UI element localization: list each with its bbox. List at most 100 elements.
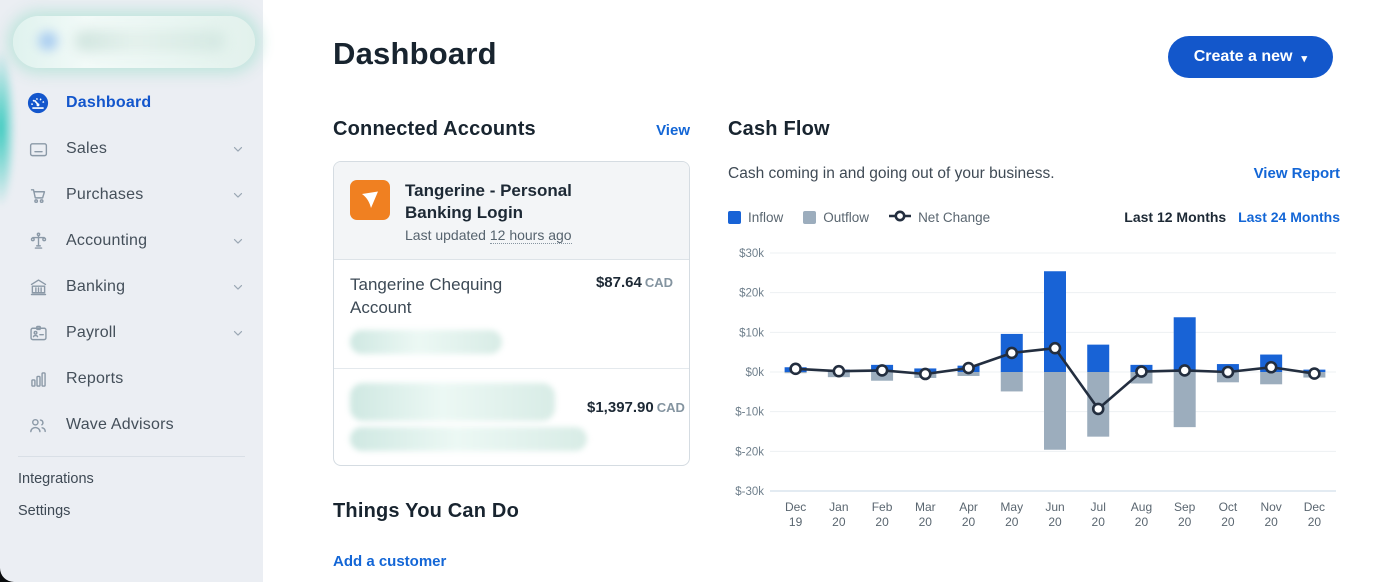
- chevron-down-icon: [231, 280, 245, 294]
- sidebar-item-settings[interactable]: Settings: [18, 503, 71, 519]
- svg-text:$0k: $0k: [745, 367, 764, 379]
- currency-label: CAD: [656, 400, 685, 416]
- redacted-glow: [0, 48, 16, 208]
- sidebar-item-purchases[interactable]: Purchases: [0, 172, 263, 218]
- chart-legend: Inflow Outflow Net Change: [728, 210, 990, 225]
- dashboard-icon: [27, 92, 49, 114]
- sidebar-item-payroll[interactable]: Payroll: [0, 310, 263, 356]
- sidebar-item-dashboard[interactable]: Dashboard: [0, 80, 263, 126]
- sidebar-item-wave-advisors[interactable]: Wave Advisors: [0, 402, 263, 448]
- sidebar-item-label: Wave Advisors: [66, 416, 174, 433]
- sidebar-item-label: Payroll: [66, 324, 117, 341]
- account-number-redacted: [350, 427, 587, 452]
- last-updated-time[interactable]: 12 hours ago: [489, 227, 572, 245]
- period-24-months[interactable]: Last 24 Months: [1238, 209, 1340, 225]
- period-12-months[interactable]: Last 12 Months: [1124, 209, 1227, 225]
- cash-flow-chart: $30k $20k $10k $0k $-10k $-20k $-30k Dec 19 Jan 20…: [735, 248, 1336, 529]
- last-updated-prefix: Last updated: [405, 227, 490, 244]
- accounting-icon: [27, 230, 49, 252]
- cash-flow-section: Cash Flow Cash coming in and going out o…: [728, 118, 1340, 571]
- sidebar-nav: Dashboard Sales Purchases Accounting Ban…: [0, 80, 263, 527]
- account-name-redacted: [350, 383, 555, 422]
- account-list: Tangerine Chequing Account $87.64 CAD $1,3…: [334, 260, 689, 465]
- create-new-button[interactable]: Create a new ▾: [1167, 36, 1333, 78]
- account-number-redacted: [350, 330, 502, 355]
- svg-text:$10k: $10k: [739, 327, 764, 339]
- chevron-down-icon: [231, 326, 245, 340]
- legend-outflow-label: Outflow: [823, 209, 870, 225]
- chevron-down-icon: [231, 142, 245, 156]
- account-balance: $87.64 CAD: [595, 274, 673, 292]
- legend-net-change-label: Net Change: [918, 209, 991, 225]
- sidebar-item-banking[interactable]: Banking: [0, 264, 263, 310]
- sidebar-item-label: Accounting: [66, 232, 148, 249]
- sidebar-item-label: Sales: [66, 140, 108, 157]
- sidebar: Dashboard Sales Purchases Accounting Ban…: [0, 0, 263, 582]
- account-row: $1,397.90 CAD: [334, 369, 689, 465]
- svg-text:$-30k: $-30k: [735, 486, 764, 498]
- connected-accounts-section: Connected Accounts View Tangerine - Pers…: [333, 118, 690, 571]
- chevron-down-icon: [231, 188, 245, 202]
- period-toggle: Last 12 Months Last 24 Months: [1124, 209, 1340, 225]
- main-content: Dashboard Create a new ▾ Connected Accou…: [263, 0, 1393, 582]
- business-switcher-redacted[interactable]: [13, 16, 255, 68]
- account-balance: $1,397.90 CAD: [587, 399, 685, 417]
- bank-connection-header: Tangerine - Personal Banking Login Last …: [334, 162, 689, 261]
- caret-down-icon: ▾: [1301, 52, 1307, 65]
- svg-text:$30k: $30k: [739, 248, 764, 260]
- sidebar-item-label: Purchases: [66, 186, 144, 203]
- business-logo-blurred: [31, 28, 65, 54]
- sidebar-divider: [18, 456, 245, 457]
- cash-flow-heading: Cash Flow: [728, 118, 830, 140]
- sidebar-item-reports[interactable]: Reports: [0, 356, 263, 402]
- view-report-link[interactable]: View Report: [1253, 165, 1340, 182]
- sidebar-item-label: Banking: [66, 278, 126, 295]
- add-customer-link[interactable]: Add a customer: [333, 553, 447, 571]
- page-title: Dashboard: [333, 36, 497, 71]
- inflow-swatch-icon: [728, 210, 741, 224]
- svg-text:$20k: $20k: [739, 288, 764, 300]
- cash-flow-subtitle: Cash coming in and going out of your bus…: [728, 165, 1055, 182]
- purchases-icon: [27, 184, 49, 206]
- payroll-icon: [27, 322, 49, 344]
- legend-inflow-label: Inflow: [748, 209, 784, 225]
- sidebar-item-accounting[interactable]: Accounting: [0, 218, 263, 264]
- account-row: Tangerine Chequing Account $87.64 CAD: [334, 260, 689, 370]
- bank-name: Tangerine - Personal Banking Login: [405, 181, 572, 223]
- last-updated: Last updated 12 hours ago: [405, 227, 615, 245]
- svg-text:$-20k: $-20k: [735, 446, 764, 458]
- view-link[interactable]: View: [656, 122, 690, 139]
- sidebar-item-label: Dashboard: [66, 94, 152, 111]
- outflow-swatch-icon: [803, 210, 817, 224]
- banking-icon: [27, 276, 49, 298]
- sidebar-item-sales[interactable]: Sales: [0, 126, 263, 172]
- sidebar-item-label: Reports: [66, 370, 124, 387]
- connected-accounts-heading: Connected Accounts: [333, 118, 536, 140]
- tangerine-logo-icon: [350, 180, 390, 220]
- net-change-marker-icon: [889, 210, 912, 225]
- currency-label: CAD: [644, 275, 673, 291]
- business-name-blurred: [75, 30, 225, 52]
- create-new-label: Create a new: [1193, 48, 1293, 65]
- connected-accounts-card: Tangerine - Personal Banking Login Last …: [333, 161, 690, 467]
- svg-text:$-10k: $-10k: [735, 407, 764, 419]
- things-you-can-do-heading: Things You Can Do: [333, 500, 519, 523]
- chevron-down-icon: [231, 234, 245, 248]
- reports-icon: [27, 368, 49, 390]
- sidebar-item-integrations[interactable]: Integrations: [18, 471, 94, 487]
- sales-icon: [27, 138, 49, 160]
